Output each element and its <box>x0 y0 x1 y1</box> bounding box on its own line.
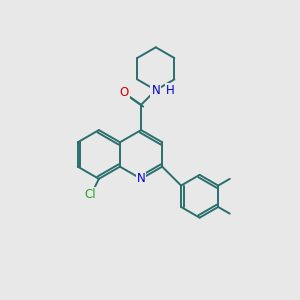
Text: O: O <box>119 86 129 99</box>
Text: N: N <box>137 172 146 185</box>
Text: N: N <box>152 84 160 97</box>
Text: H: H <box>166 84 175 97</box>
Text: Cl: Cl <box>84 188 96 201</box>
